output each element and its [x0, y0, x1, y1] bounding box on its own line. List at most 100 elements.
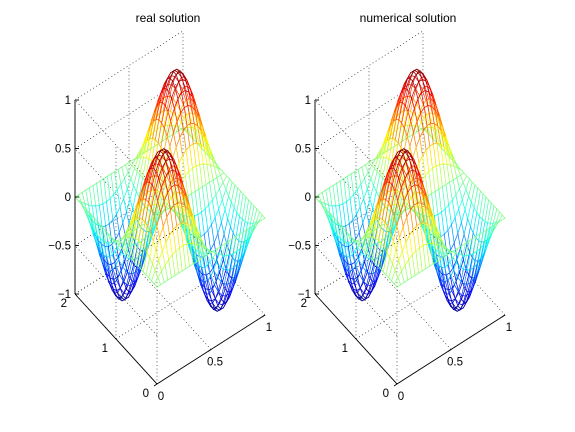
mesh-segment: [434, 188, 440, 192]
mesh-segment: [157, 198, 163, 214]
mesh-segment: [377, 190, 382, 206]
mesh-segment: [452, 252, 456, 259]
mesh-segment: [163, 200, 168, 218]
mesh-segment: [155, 249, 160, 261]
mesh-segment: [125, 164, 129, 173]
mesh-segment: [412, 229, 417, 252]
mesh-segment: [357, 166, 363, 170]
mesh-segment: [206, 261, 211, 266]
mesh-segment: [218, 282, 223, 293]
mesh-segment: [211, 290, 216, 300]
mesh-segment: [465, 189, 469, 197]
mesh-segment: [153, 119, 157, 122]
mesh-segment: [478, 257, 482, 271]
mesh-segment: [144, 221, 149, 228]
mesh-segment: [447, 150, 452, 156]
mesh-segment: [379, 146, 383, 156]
mesh-segment: [170, 107, 175, 122]
mesh-segment: [486, 222, 491, 241]
mesh-segment: [156, 167, 161, 174]
mesh-segment: [88, 204, 92, 220]
mesh-segment: [189, 143, 194, 147]
mesh-segment: [427, 223, 432, 227]
mesh-segment: [366, 288, 370, 293]
mesh-segment: [257, 219, 262, 223]
mesh-segment: [411, 254, 416, 276]
mesh-segment: [110, 171, 115, 175]
mesh-segment: [155, 204, 159, 218]
mesh-segment: [470, 226, 474, 234]
mesh-segment: [443, 233, 448, 256]
mesh-segment: [227, 277, 232, 293]
mesh-segment: [435, 262, 441, 279]
z-tick-label: −0.5: [288, 241, 311, 253]
mesh-segment: [212, 298, 216, 304]
mesh-segment: [376, 249, 381, 268]
mesh-segment: [204, 204, 210, 210]
mesh-segment: [144, 202, 150, 223]
chart-title: numerical solution: [360, 11, 457, 25]
mesh-segment: [436, 142, 441, 145]
mesh-segment: [214, 160, 219, 169]
mesh-segment: [185, 265, 190, 269]
mesh-segment: [201, 125, 206, 138]
mesh-segment: [137, 243, 142, 267]
mesh-segment: [134, 157, 139, 169]
mesh-segment: [220, 247, 224, 260]
mesh-segment: [213, 242, 218, 260]
mesh-segment: [252, 222, 257, 224]
mesh-segment: [225, 178, 230, 190]
mesh-segment: [120, 251, 126, 257]
mesh-segment: [353, 279, 358, 284]
mesh-segment: [435, 248, 440, 267]
mesh-segment: [186, 243, 190, 267]
mesh-segment: [164, 124, 169, 140]
mesh-segment: [455, 308, 461, 311]
mesh-segment: [375, 238, 380, 241]
mesh-segment: [413, 204, 418, 227]
mesh-segment: [461, 199, 466, 211]
mesh-segment: [230, 184, 236, 203]
mesh-segment: [169, 132, 174, 147]
mesh-segment: [412, 88, 417, 100]
mesh-segment: [160, 177, 166, 189]
mesh-segment: [355, 239, 360, 243]
mesh-segment: [182, 245, 187, 269]
mesh-segment: [350, 270, 355, 284]
mesh-segment: [361, 231, 367, 239]
mesh-segment: [107, 173, 112, 177]
mesh-segment: [199, 164, 203, 188]
mesh-segment: [410, 186, 415, 206]
mesh-segment: [98, 203, 104, 206]
mesh-segment: [171, 169, 177, 172]
mesh-segment: [226, 175, 230, 180]
mesh-segment: [376, 266, 381, 272]
mesh-segment: [174, 184, 179, 187]
mesh-segment: [117, 169, 122, 185]
mesh-segment: [347, 232, 351, 237]
mesh-segment: [130, 178, 134, 187]
mesh-segment: [435, 224, 439, 236]
mesh-segment: [124, 177, 128, 190]
mesh-segment: [474, 184, 479, 189]
mesh-segment: [396, 157, 400, 161]
mesh-segment: [191, 105, 195, 124]
mesh-segment: [345, 241, 350, 244]
mesh-segment: [328, 211, 333, 228]
mesh-segment: [442, 186, 446, 210]
mesh-segment: [416, 225, 420, 249]
mesh-segment: [112, 219, 116, 240]
mesh-segment: [393, 105, 398, 122]
mesh-segment: [163, 135, 168, 155]
mesh-segment: [409, 132, 414, 147]
mesh-segment: [349, 198, 354, 221]
mesh-segment: [405, 201, 409, 208]
mesh-segment: [400, 200, 405, 213]
mesh-segment: [378, 252, 384, 258]
mesh-segment: [367, 285, 371, 295]
mesh-segment: [148, 184, 153, 203]
mesh-segment: [167, 111, 172, 122]
mesh-segment: [214, 291, 219, 300]
mesh-segment: [208, 204, 212, 226]
mesh-segment: [114, 247, 119, 252]
